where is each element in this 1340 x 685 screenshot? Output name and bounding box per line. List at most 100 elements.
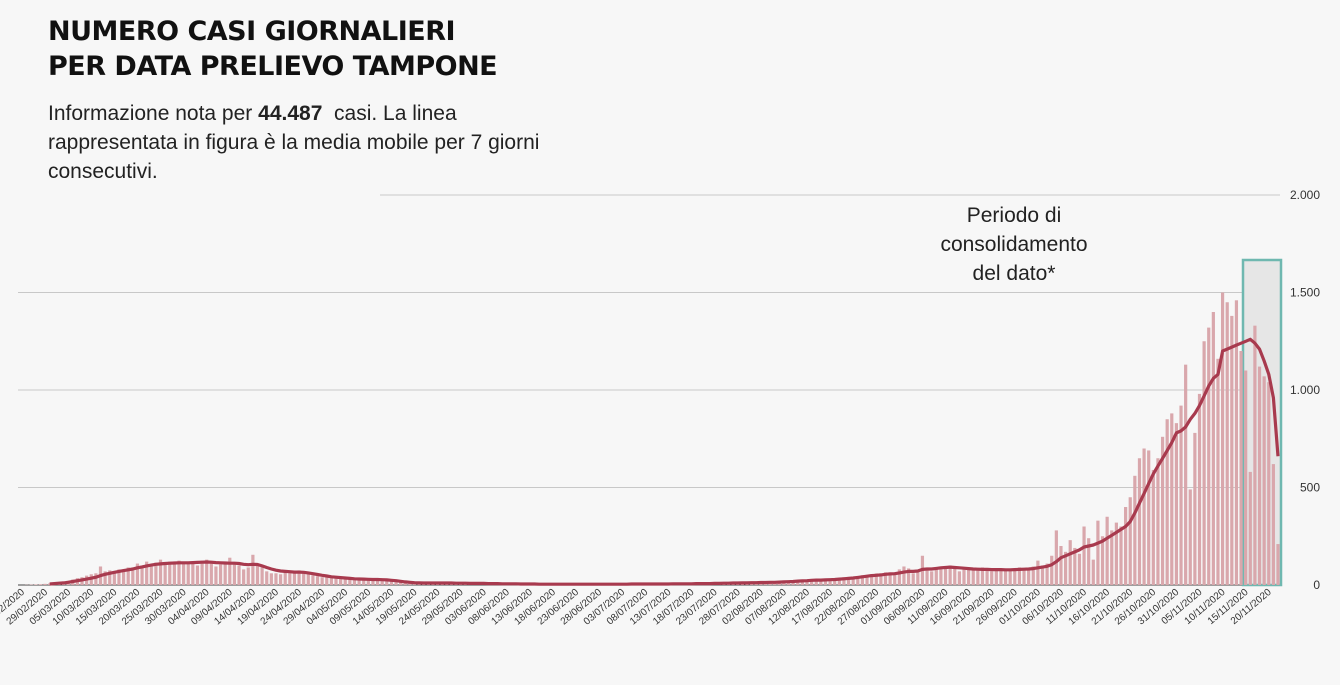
bar	[126, 567, 130, 585]
bar	[1128, 497, 1132, 585]
bar	[976, 569, 980, 585]
bar	[297, 570, 301, 585]
bar	[1151, 469, 1155, 585]
bar	[897, 569, 901, 585]
bar	[1156, 458, 1160, 585]
bar	[1063, 551, 1068, 585]
bar	[1170, 413, 1174, 585]
bar	[1045, 563, 1049, 585]
bar	[265, 571, 269, 585]
bar	[916, 571, 920, 585]
bar	[1184, 364, 1188, 585]
bar	[352, 580, 357, 585]
title: NUMERO CASI GIORNALIERI PER DATA PRELIEV…	[48, 14, 498, 84]
bar	[985, 569, 989, 585]
bar	[339, 579, 343, 585]
bar	[228, 557, 232, 585]
bar	[145, 561, 149, 585]
bar	[1068, 540, 1072, 585]
bar	[394, 581, 398, 585]
bar	[380, 581, 384, 585]
bar	[48, 583, 52, 585]
bar	[860, 575, 865, 585]
bar	[375, 579, 380, 585]
bar	[939, 566, 943, 585]
bar	[814, 580, 818, 585]
bar	[288, 571, 292, 585]
bar	[879, 574, 883, 585]
bar	[1100, 536, 1105, 585]
subtitle: Informazione nota per 44.487 casi. La li…	[48, 99, 548, 186]
bar	[108, 570, 112, 585]
bar	[943, 567, 948, 585]
bar	[34, 584, 38, 585]
bar	[200, 560, 204, 585]
bar	[334, 577, 338, 585]
bar	[292, 573, 297, 585]
bar	[218, 564, 223, 585]
y-tick-label: 1.000	[1290, 383, 1320, 397]
bar	[274, 573, 278, 585]
bar	[1110, 530, 1114, 585]
bar	[823, 579, 828, 585]
bar	[389, 580, 394, 585]
bar	[1082, 526, 1086, 585]
bar	[205, 559, 209, 585]
bar	[154, 562, 158, 585]
bar	[930, 571, 934, 585]
bar	[191, 563, 195, 585]
bar	[348, 579, 352, 585]
bar	[962, 569, 966, 585]
annotation: Periodo di	[967, 204, 1062, 227]
bar	[260, 566, 264, 585]
bar	[1244, 370, 1248, 585]
bar	[320, 577, 324, 585]
bar	[362, 579, 366, 585]
bar	[94, 573, 98, 585]
bar	[1133, 475, 1137, 585]
bar	[1137, 458, 1142, 585]
bar	[934, 568, 938, 585]
bar	[1119, 526, 1123, 585]
bar	[43, 583, 47, 585]
bar	[925, 570, 929, 585]
bar	[851, 576, 855, 585]
bar	[1017, 567, 1022, 585]
bar	[1022, 568, 1026, 585]
moving-average-line	[49, 337, 1280, 586]
bar	[911, 573, 915, 585]
bar	[1003, 570, 1008, 585]
bar	[999, 569, 1003, 585]
bar	[883, 572, 888, 585]
bar	[232, 563, 237, 585]
bar	[1087, 538, 1091, 585]
bar	[38, 584, 43, 585]
bar	[135, 563, 140, 585]
y-tick-label: 500	[1300, 481, 1320, 495]
bar	[1257, 366, 1262, 585]
bar	[846, 577, 851, 585]
bar	[1262, 376, 1266, 585]
bar	[214, 566, 218, 585]
bar	[1077, 553, 1082, 585]
bar	[1207, 327, 1211, 585]
bar	[1202, 341, 1206, 585]
bar	[837, 578, 841, 585]
bar	[1027, 569, 1031, 585]
bar	[1147, 450, 1151, 585]
bar	[112, 571, 116, 585]
bar	[1211, 312, 1215, 585]
bar	[329, 578, 333, 585]
bar	[1174, 423, 1179, 585]
bar	[1193, 432, 1197, 585]
bar	[1179, 405, 1183, 585]
bar	[1124, 507, 1128, 585]
bar	[1234, 300, 1239, 585]
bar	[269, 573, 273, 585]
subtitle-text: casi. La linea rappresentata in figura è…	[48, 102, 540, 183]
bar	[1073, 547, 1077, 585]
bar	[103, 571, 107, 585]
bar	[1276, 544, 1280, 585]
title-line: NUMERO CASI GIORNALIERI	[48, 16, 456, 47]
